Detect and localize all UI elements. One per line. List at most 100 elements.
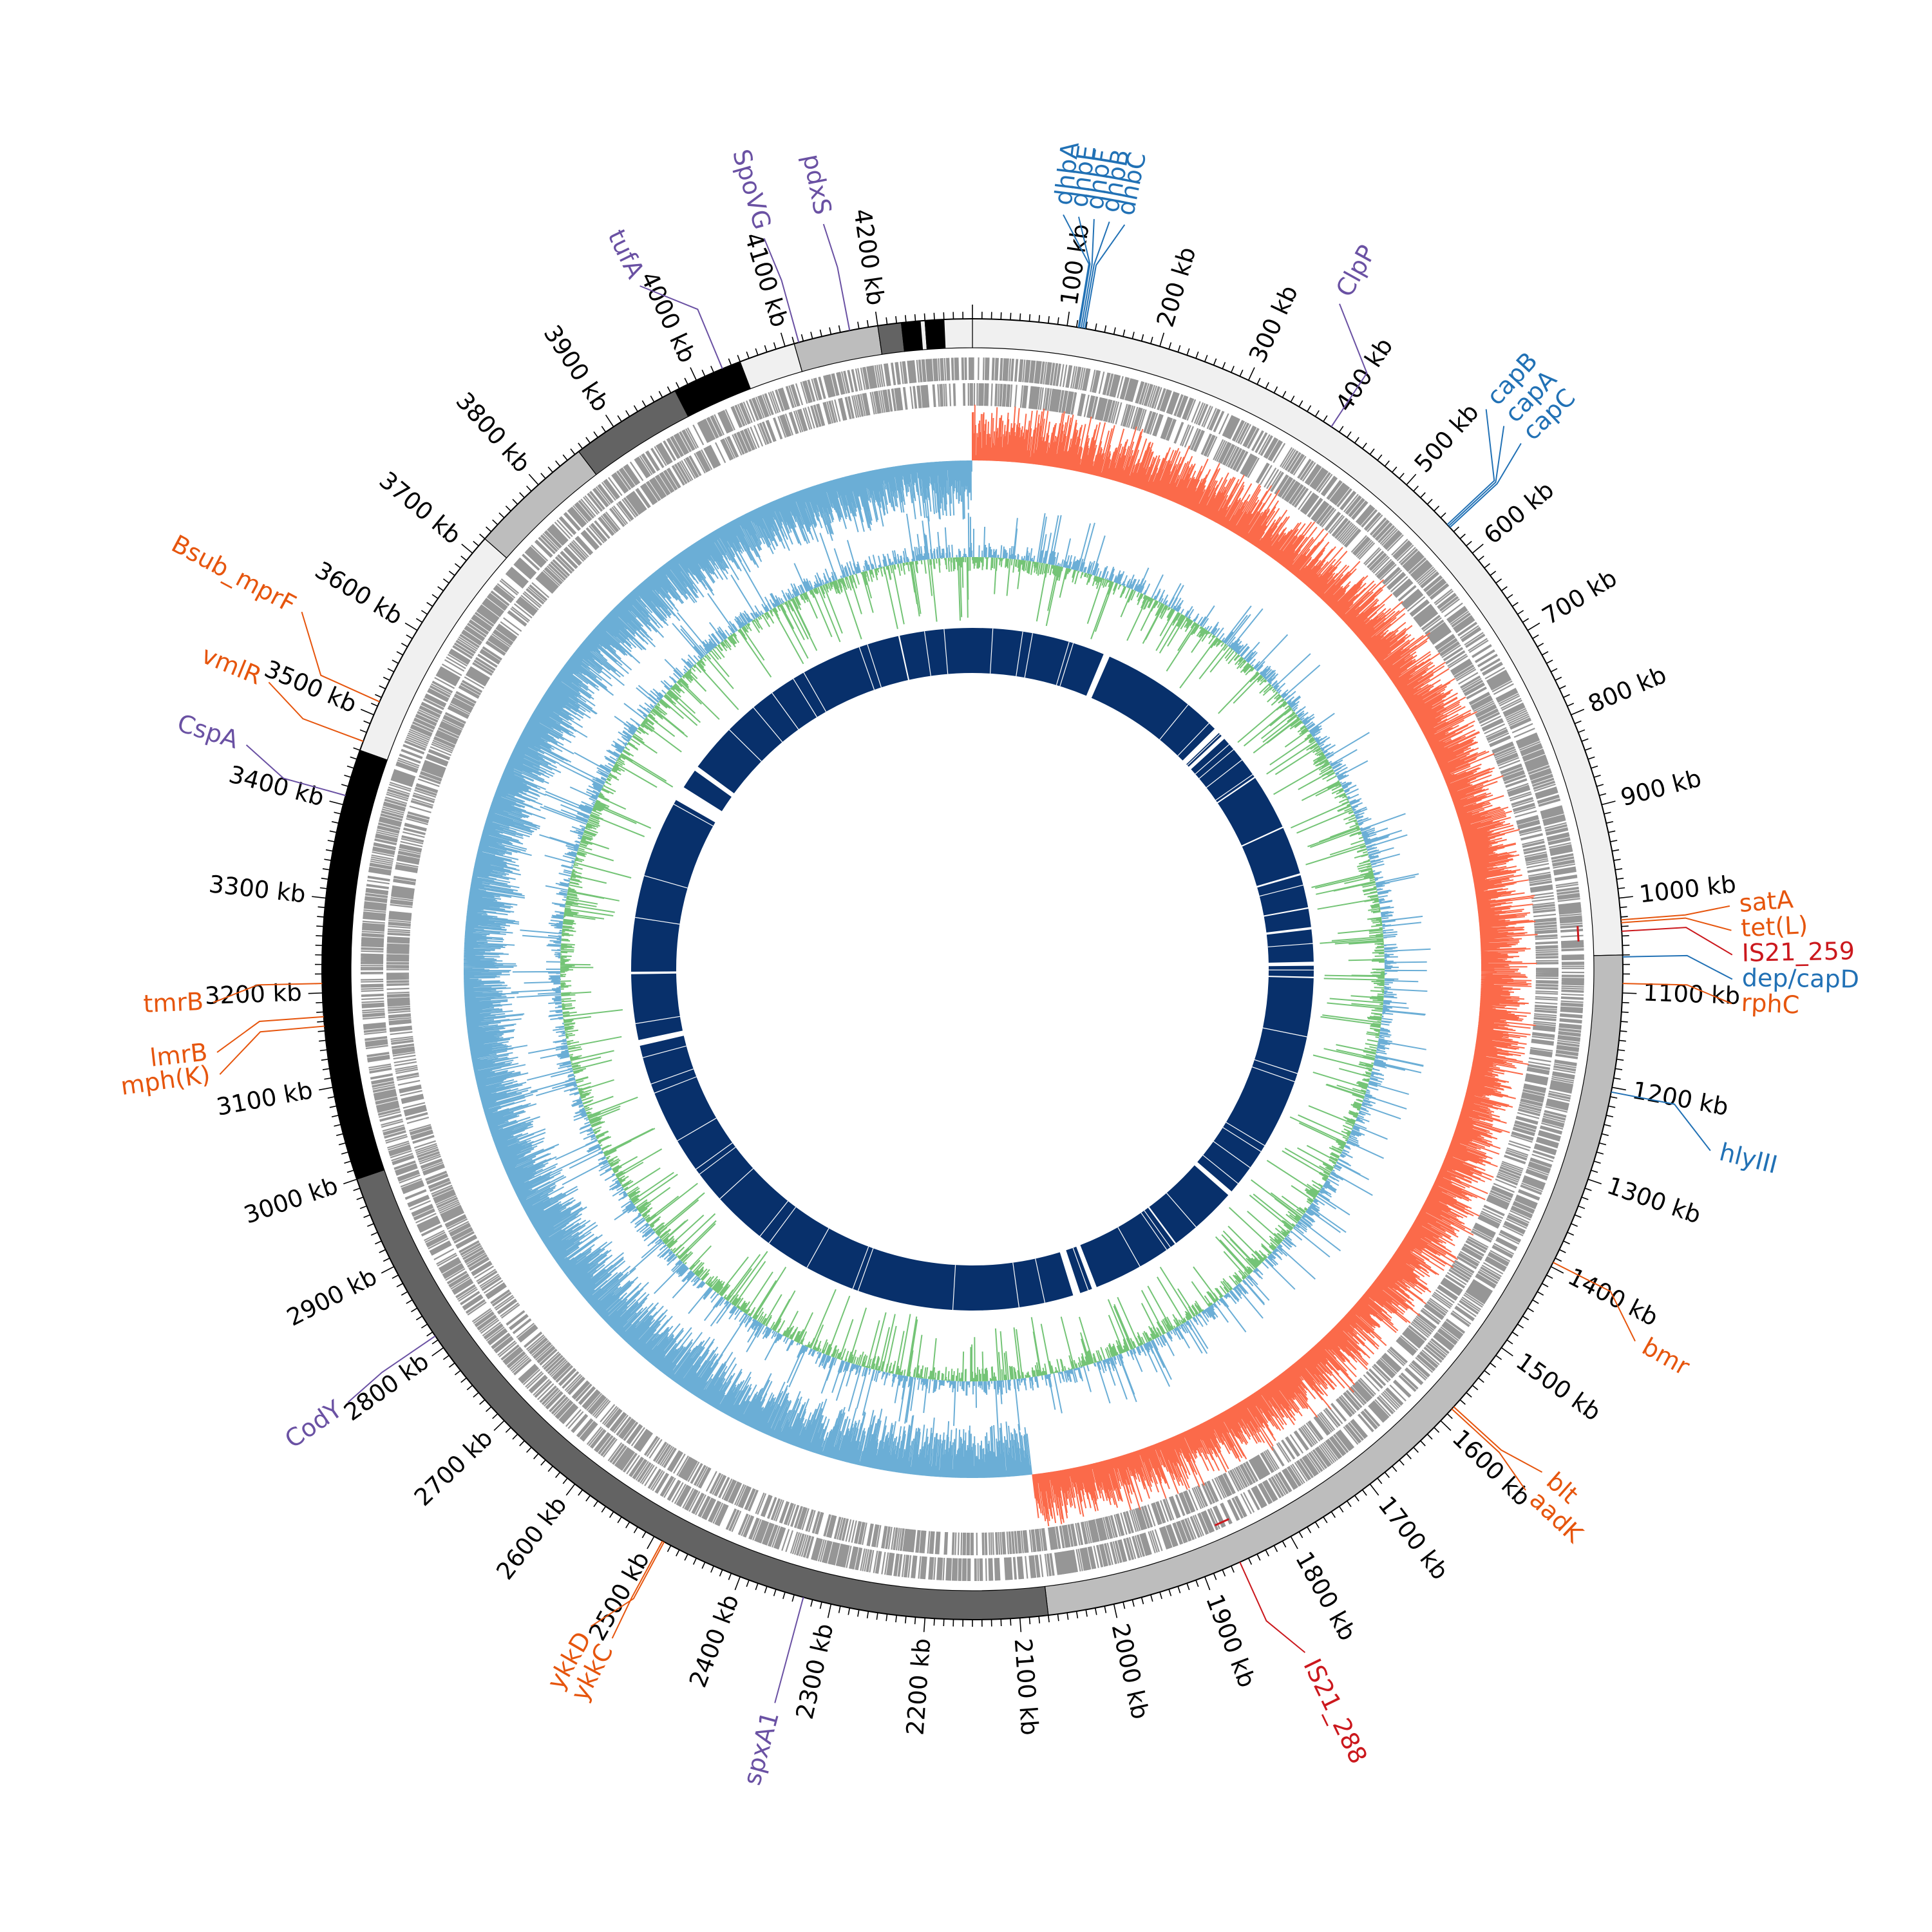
tick-label: 1300 kb bbox=[1604, 1171, 1705, 1229]
homology-ring bbox=[631, 628, 1314, 1311]
gene-leader-line bbox=[774, 1597, 804, 1703]
homology-block bbox=[1197, 977, 1314, 1191]
homology-block bbox=[1264, 909, 1311, 933]
tick-label: 2400 kb bbox=[684, 1591, 744, 1691]
tick-label: 2800 kb bbox=[339, 1347, 434, 1426]
contig-segment bbox=[900, 320, 923, 352]
gene-leader-line bbox=[1453, 1406, 1543, 1473]
homology-block bbox=[972, 628, 1104, 696]
gene-leader-line bbox=[1622, 983, 1732, 1005]
marker-tick bbox=[1214, 1518, 1229, 1526]
gene-leader-line bbox=[219, 1025, 325, 1075]
gene-leader-line bbox=[590, 1541, 665, 1627]
gene-leader-line bbox=[1451, 1408, 1526, 1491]
gene-leader-line bbox=[213, 983, 323, 1003]
tick-label: 3900 kb bbox=[538, 320, 615, 417]
gene-label: vmlR bbox=[198, 641, 266, 690]
gene-label: dep/capD bbox=[1742, 963, 1860, 993]
gene-label: hlyIII bbox=[1717, 1138, 1781, 1179]
gene-label: IS21_259 bbox=[1741, 936, 1855, 967]
homology-block bbox=[1242, 828, 1300, 886]
gene-leader-line bbox=[1449, 442, 1522, 528]
gene-leader-line bbox=[1446, 409, 1495, 526]
tick-label: 300 kb bbox=[1244, 281, 1303, 367]
tick-label: 2900 kb bbox=[282, 1263, 381, 1332]
tick-label: 1600 kb bbox=[1447, 1424, 1536, 1511]
gc-content-track bbox=[511, 513, 1431, 1432]
gc-content-above bbox=[511, 513, 1431, 1432]
gene-leader-line bbox=[1622, 954, 1733, 980]
homology-block bbox=[1066, 1246, 1092, 1293]
gene-label: spxA1 bbox=[737, 1709, 784, 1788]
gene-leader-line bbox=[822, 223, 851, 331]
tick-label: 1900 kb bbox=[1200, 1591, 1261, 1691]
gene-label: tet(L) bbox=[1740, 911, 1808, 942]
axis-ticks bbox=[308, 305, 1637, 1633]
tick-label: 1100 kb bbox=[1643, 979, 1741, 1010]
gene-leader-line bbox=[301, 611, 380, 703]
cds-ring bbox=[386, 383, 1559, 1556]
gene-leader-line bbox=[639, 285, 723, 369]
gene-label: tmrB bbox=[143, 987, 204, 1018]
gene-label: ClpP bbox=[1331, 240, 1381, 301]
tick-label: 3800 kb bbox=[450, 387, 536, 478]
gene-leader-line bbox=[1080, 219, 1095, 328]
gene-label: CspA bbox=[174, 708, 242, 754]
cds-tracks bbox=[360, 357, 1585, 1582]
gene-leader-line bbox=[611, 1540, 663, 1639]
gc-skew-positive bbox=[972, 404, 1538, 1527]
homology-block bbox=[1257, 875, 1309, 916]
contig-ring bbox=[321, 318, 1624, 1620]
tick-label: 2200 kb bbox=[901, 1638, 936, 1737]
gene-leader-line bbox=[216, 1016, 324, 1053]
tick-label: 2500 kb bbox=[583, 1547, 655, 1645]
homology-block bbox=[900, 628, 972, 680]
gene-label: lmrB bbox=[149, 1037, 209, 1072]
gene-label: satA bbox=[1738, 885, 1794, 918]
tick-label: 3100 kb bbox=[214, 1076, 315, 1121]
tick-label: 4200 kb bbox=[848, 207, 890, 307]
tick-label: 1000 kb bbox=[1638, 870, 1738, 908]
tick-label: 700 kb bbox=[1537, 564, 1622, 630]
tick-label: 2300 kb bbox=[791, 1621, 839, 1722]
gene-leader-line bbox=[763, 238, 800, 343]
gene-leader-line bbox=[1239, 1562, 1306, 1653]
tick-label: 1500 kb bbox=[1511, 1347, 1606, 1426]
gene-label: rphC bbox=[1741, 989, 1800, 1019]
gene-leader-line bbox=[245, 744, 346, 797]
gene-label: bmr bbox=[1638, 1332, 1695, 1381]
homology-block bbox=[639, 1036, 1074, 1311]
gene-label: Bsub_mprF bbox=[167, 529, 301, 618]
gene-label: pdxS bbox=[797, 151, 837, 217]
marker-ticks bbox=[1214, 925, 1580, 1526]
gene-leader-line bbox=[1448, 426, 1505, 527]
gene-leader-line bbox=[1622, 927, 1733, 956]
tick-label: 3700 kb bbox=[374, 466, 466, 550]
tick-label: 400 kb bbox=[1330, 333, 1398, 417]
tick-label: 800 kb bbox=[1584, 661, 1671, 718]
tick-label: 1800 kb bbox=[1290, 1547, 1361, 1645]
cds-ring bbox=[360, 357, 1585, 1582]
gene-leader-line bbox=[1621, 917, 1732, 931]
tick-label: 200 kb bbox=[1151, 244, 1202, 330]
homology-block bbox=[1218, 778, 1283, 846]
homology-breaks bbox=[635, 628, 1314, 1311]
gene-label: IS21_288 bbox=[1298, 1654, 1372, 1768]
gene-leader-line bbox=[1621, 905, 1730, 921]
gene-leader-line bbox=[1078, 216, 1091, 328]
tick-label: 500 kb bbox=[1409, 398, 1484, 478]
axis-ring bbox=[308, 305, 1637, 1633]
gene-label: SpoVG bbox=[727, 146, 777, 232]
homology-block bbox=[1091, 656, 1215, 761]
contig-segment bbox=[877, 322, 905, 355]
tick-label: 4000 kb bbox=[635, 267, 701, 367]
contig-segment bbox=[924, 319, 946, 350]
homology-block bbox=[631, 800, 715, 972]
tick-label: 900 kb bbox=[1618, 764, 1704, 812]
gc-skew-track bbox=[463, 404, 1538, 1527]
gene-leader-line bbox=[1082, 221, 1110, 328]
contig-segment bbox=[943, 318, 973, 349]
gene-leader-line bbox=[1553, 1262, 1636, 1341]
contig-segment bbox=[321, 750, 388, 1180]
